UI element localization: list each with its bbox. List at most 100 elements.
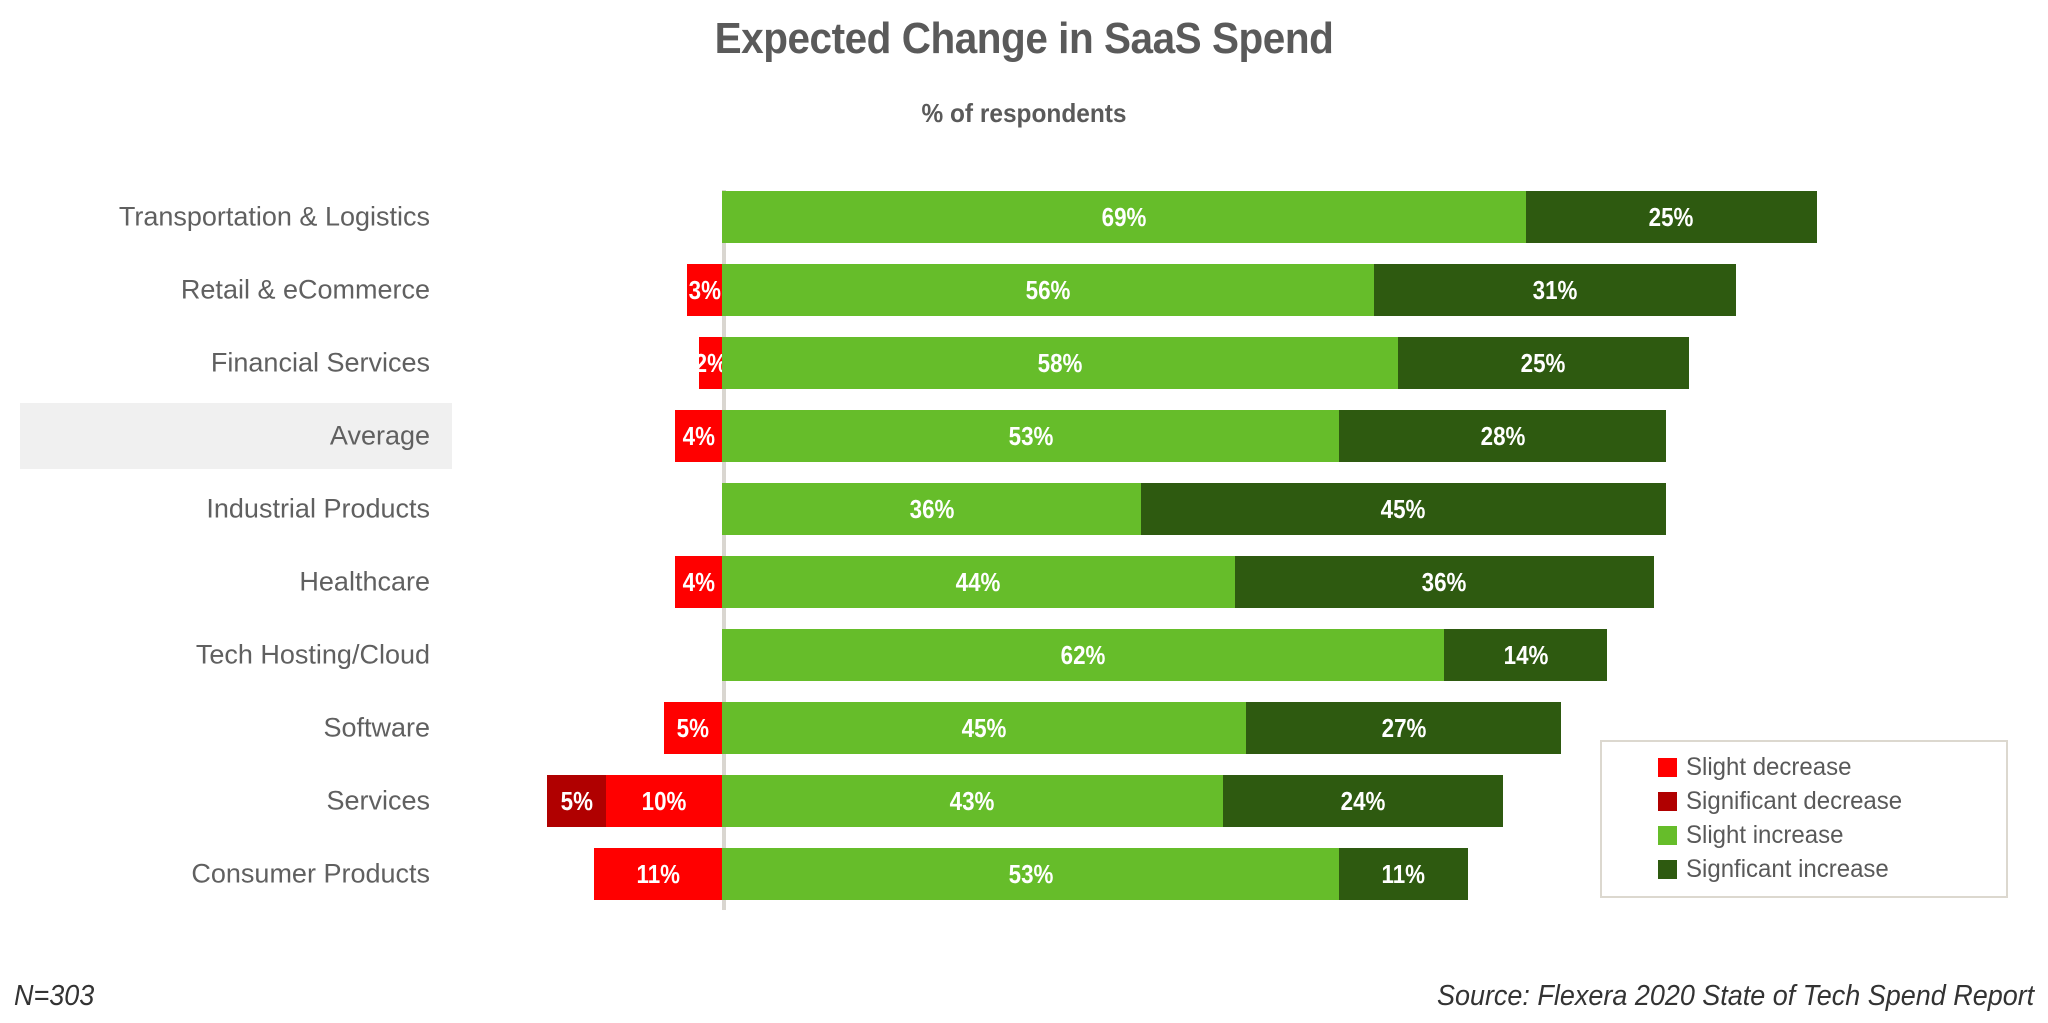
legend-label: Slight decrease	[1686, 752, 1852, 781]
bar-value-label: 45%	[1381, 493, 1426, 524]
bar-value-label: 27%	[1381, 712, 1426, 743]
stacked-bar: 11% 53% 11%	[0, 848, 2048, 900]
stacked-bar: 10% 5% 43% 24%	[0, 775, 2048, 827]
category-label: Industrial Products	[206, 493, 430, 523]
chart-row: Financial Services 2% 58% 25%	[0, 326, 2048, 399]
legend-item[interactable]: Slight increase	[1658, 818, 1996, 852]
chart-row: Industrial Products 36% 45%	[0, 472, 2048, 545]
bar-segment-sli-inc: 43%	[722, 775, 1223, 827]
source-note: Source: Flexera 2020 State of Tech Spend…	[1436, 980, 2034, 1012]
bar-value-label: 25%	[1520, 347, 1566, 378]
legend-item[interactable]: Slight decrease	[1658, 750, 1996, 784]
chart-row: Retail & eCommerce 3% 56% 31%	[0, 253, 2048, 326]
bar-value-label: 58%	[1037, 347, 1083, 378]
legend-swatch-icon	[1658, 859, 1677, 879]
bar-value-label: 44%	[955, 566, 1001, 597]
legend-item[interactable]: Significant decrease	[1658, 784, 1996, 818]
legend-item[interactable]: Signficant increase	[1658, 852, 1996, 886]
bar-value-label: 25%	[1649, 201, 1694, 232]
stacked-bar: 5% 45% 27%	[0, 702, 2048, 754]
category-label: Average	[329, 420, 430, 450]
category-label: Services	[326, 785, 430, 815]
bar-segment-sig-inc: 31%	[1374, 264, 1736, 316]
bar-segment-sli-inc: 44%	[722, 556, 1235, 608]
bar-segment-sig-inc: 25%	[1525, 191, 1818, 243]
bar-value-label: 36%	[909, 493, 955, 524]
bar-value-label: 69%	[1101, 201, 1147, 232]
bar-segment-sli-dec: 10%	[605, 775, 722, 827]
stacked-bar: 69% 25%	[0, 191, 2048, 243]
bar-segment-sli-inc: 56%	[722, 264, 1375, 316]
bar-value-label: 28%	[1480, 420, 1525, 451]
bar-value-label: 2%	[694, 347, 727, 378]
bar-segment-sli-inc: 36%	[722, 483, 1142, 535]
bar-segment-sli-inc: 45%	[722, 702, 1247, 754]
bar-segment-sli-dec: 4%	[675, 410, 722, 462]
bar-value-label: 36%	[1421, 566, 1467, 597]
bar-value-label: 3%	[688, 274, 721, 305]
bar-segment-sli-inc: 53%	[722, 848, 1340, 900]
category-label: Transportation & Logistics	[118, 201, 430, 231]
bar-segment-sli-dec: 2%	[694, 337, 726, 389]
bar-segment-sli-dec: 11%	[593, 848, 722, 900]
bar-segment-sli-inc: 53%	[722, 410, 1340, 462]
bar-value-label: 45%	[961, 712, 1007, 743]
legend-label: Signficant increase	[1686, 854, 1889, 883]
bar-value-label: 31%	[1532, 274, 1578, 305]
chart-subtitle: % of respondents	[921, 98, 1127, 128]
bar-value-label: 14%	[1503, 639, 1549, 670]
chart-row: Software 5% 45% 27%	[0, 691, 2048, 764]
chart-row: Consumer Products 11% 53% 11%	[0, 837, 2048, 910]
bar-segment-sig-inc: 45%	[1141, 483, 1666, 535]
stacked-bar: 4% 44% 36%	[0, 556, 2048, 608]
bar-segment-sli-dec: 5%	[663, 702, 722, 754]
row-highlight-band	[20, 403, 452, 469]
bar-segment-sli-dec: 3%	[687, 264, 722, 316]
bar-segment-sig-inc: 25%	[1397, 337, 1689, 389]
chart-plot-area: Transportation & Logistics 69% 25% Retail &…	[0, 180, 2048, 910]
bar-segment-sig-inc: 24%	[1222, 775, 1503, 827]
category-label: Tech Hosting/Cloud	[195, 639, 430, 669]
stacked-bar: 62% 14%	[0, 629, 2048, 681]
legend-swatch-icon	[1658, 825, 1677, 845]
chart-row: Healthcare 4% 44% 36%	[0, 545, 2048, 618]
category-label: Retail & eCommerce	[180, 274, 430, 304]
bar-segment-sig-dec: 5%	[547, 775, 606, 827]
bar-value-label: 4%	[682, 420, 715, 451]
legend-swatch-icon	[1658, 757, 1677, 777]
bar-value-label: 53%	[1008, 420, 1054, 451]
bar-value-label: 62%	[1060, 639, 1106, 670]
bar-value-label: 5%	[676, 712, 710, 743]
category-label: Financial Services	[210, 347, 430, 377]
bar-segment-sig-inc: 36%	[1234, 556, 1654, 608]
bar-segment-sig-inc: 28%	[1339, 410, 1666, 462]
bar-value-label: 56%	[1025, 274, 1071, 305]
zero-axis-line	[722, 190, 726, 910]
bar-segment-sli-inc: 69%	[722, 191, 1526, 243]
page-title: Expected Change in SaaS Spend	[714, 14, 1334, 63]
bar-value-label: 53%	[1008, 858, 1054, 889]
sample-size-note: N=303	[14, 980, 95, 1012]
bar-value-label: 5%	[560, 785, 593, 816]
bar-segment-sig-inc: 14%	[1444, 629, 1608, 681]
bar-segment-sli-dec: 4%	[675, 556, 722, 608]
bar-value-label: 11%	[1381, 858, 1426, 889]
category-label: Software	[323, 712, 430, 742]
legend-label: Significant decrease	[1686, 786, 1903, 815]
bar-value-label: 4%	[682, 566, 715, 597]
legend-label: Slight increase	[1686, 820, 1844, 849]
stacked-bar: 4% 53% 28%	[0, 410, 2048, 462]
bar-segment-sli-inc: 58%	[722, 337, 1398, 389]
chart-row: Services 10% 5% 43% 24%	[0, 764, 2048, 837]
stacked-bar: 36% 45%	[0, 483, 2048, 535]
bar-value-label: 11%	[636, 858, 680, 889]
bar-segment-sig-inc: 11%	[1339, 848, 1468, 900]
chart-legend: Slight decrease Significant decrease Sligh…	[1600, 740, 2008, 898]
chart-row: Transportation & Logistics 69% 25%	[0, 180, 2048, 253]
bar-value-label: 24%	[1340, 785, 1386, 816]
stacked-bar: 3% 56% 31%	[0, 264, 2048, 316]
bar-value-label: 43%	[950, 785, 995, 816]
category-label: Healthcare	[299, 566, 430, 596]
chart-row: Tech Hosting/Cloud 62% 14%	[0, 618, 2048, 691]
bar-segment-sig-inc: 27%	[1246, 702, 1561, 754]
